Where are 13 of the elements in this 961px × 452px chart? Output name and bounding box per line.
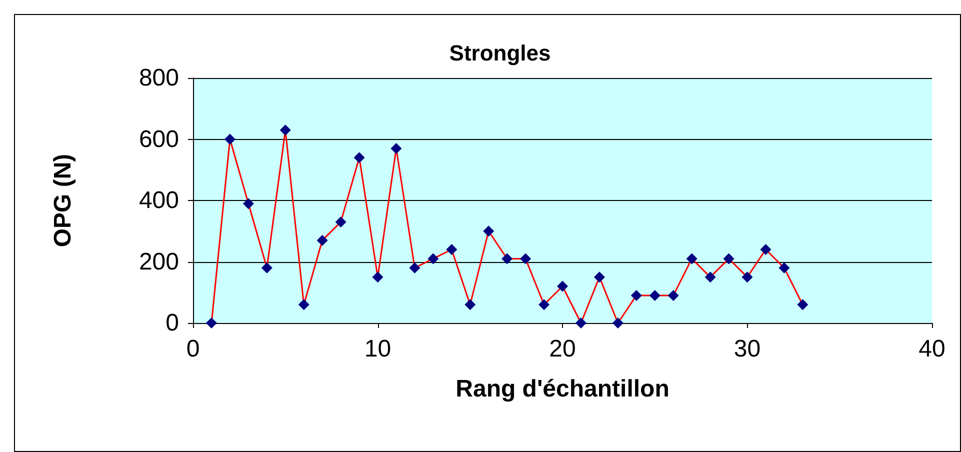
y-tick-label: 800 — [138, 64, 179, 92]
y-tick-label: 0 — [166, 310, 179, 336]
x-tick-label: 20 — [549, 336, 576, 362]
y-axis-title: OPG (N) — [50, 154, 76, 248]
chart-title: Strongles — [449, 40, 551, 66]
x-tick-label: 40 — [918, 336, 946, 362]
x-tick-label: 0 — [186, 336, 200, 362]
y-tick-label: 400 — [138, 187, 179, 214]
x-axis-title: Rang d'échantillon — [456, 376, 670, 402]
y-tick-label: 200 — [138, 248, 179, 276]
x-tick-label: 10 — [364, 336, 392, 362]
y-tick-label: 600 — [138, 126, 179, 153]
x-tick-label: 30 — [734, 336, 761, 362]
